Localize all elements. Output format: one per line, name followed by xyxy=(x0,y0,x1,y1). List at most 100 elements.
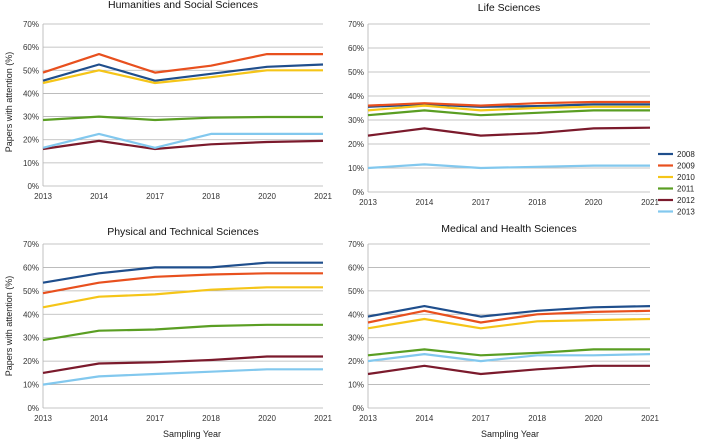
series-line-2012 xyxy=(367,126,651,137)
series-line-2010 xyxy=(367,104,650,112)
series-line-2013 xyxy=(42,368,323,386)
x-tick-label: 2017 xyxy=(472,414,490,423)
x-tick-label: 2014 xyxy=(90,414,108,423)
x-tick-label: 2020 xyxy=(585,198,603,207)
x-tick-label: 2018 xyxy=(202,414,220,423)
y-tick-label: 30% xyxy=(348,334,364,343)
y-tick-label: 0% xyxy=(27,404,39,413)
x-tick-label: 2017 xyxy=(146,192,164,201)
series-line-2008 xyxy=(367,103,650,108)
x-axis-label-left: Sampling Year xyxy=(163,429,221,439)
x-tick-label: 2020 xyxy=(585,414,603,423)
series-line-2010 xyxy=(367,317,651,330)
y-tick-label: 50% xyxy=(23,66,39,75)
y-tick-label: 50% xyxy=(348,68,364,77)
y-axis-label-top: Papers with attention (%) xyxy=(4,52,14,153)
y-tick-label: 60% xyxy=(23,263,39,272)
y-tick-label: 50% xyxy=(23,287,39,296)
x-tick-label: 2020 xyxy=(258,192,276,201)
x-tick-label: 2014 xyxy=(416,198,434,207)
y-tick-label: 40% xyxy=(23,89,39,98)
x-tick-label: 2018 xyxy=(528,414,546,423)
y-tick-label: 40% xyxy=(348,310,364,319)
x-tick-label: 2021 xyxy=(314,192,332,201)
legend: 2008 2009 2010 2011 2012 2013 xyxy=(658,150,695,217)
series-line-2009 xyxy=(367,100,650,107)
x-tick-label: 2013 xyxy=(359,414,377,423)
series-line-2013 xyxy=(42,132,323,149)
series-line-2008 xyxy=(42,63,324,82)
panel-0: Humanities and Social Sciences 0% 10% 20% 30… xyxy=(23,0,332,201)
x-tick-label: 2013 xyxy=(34,414,52,423)
y-tick-label: 70% xyxy=(23,20,39,29)
panel-title: Humanities and Social Sciences xyxy=(108,0,258,11)
x-tick-label: 2017 xyxy=(472,198,490,207)
series-line-2011 xyxy=(367,109,650,117)
y-tick-label: 40% xyxy=(23,310,39,319)
series-line-2012 xyxy=(42,355,323,374)
y-tick-label: 70% xyxy=(348,20,364,29)
panel-1: Life Sciences 0% 10% 20% 30% 40% 50% 60% 70% 2013… xyxy=(348,2,659,207)
y-tick-label: 20% xyxy=(23,357,39,366)
legend-label: 2009 xyxy=(677,162,695,171)
y-tick-label: 30% xyxy=(348,116,364,125)
series-line-2009 xyxy=(42,272,323,295)
y-tick-label: 20% xyxy=(348,140,364,149)
y-tick-label: 10% xyxy=(348,381,364,390)
panel-2: Physical and Technical Sciences 0% 10% 20% 3… xyxy=(23,226,332,423)
panel-title: Life Sciences xyxy=(478,2,540,14)
x-tick-label: 2014 xyxy=(416,414,434,423)
y-tick-label: 0% xyxy=(352,188,364,197)
series-line-2011 xyxy=(42,323,323,342)
y-tick-label: 10% xyxy=(348,164,364,173)
series-line-2011 xyxy=(367,348,650,357)
panel-title: Medical and Health Sciences xyxy=(441,223,576,235)
y-tick-label: 70% xyxy=(348,240,364,249)
y-tick-label: 20% xyxy=(23,136,39,145)
series-line-2013 xyxy=(367,353,651,363)
y-tick-label: 60% xyxy=(23,43,39,52)
y-tick-label: 30% xyxy=(23,113,39,122)
y-tick-label: 0% xyxy=(27,182,39,191)
x-tick-label: 2017 xyxy=(146,414,164,423)
x-tick-label: 2020 xyxy=(258,414,276,423)
series-line-2012 xyxy=(367,364,650,376)
y-tick-label: 60% xyxy=(348,44,364,53)
series-line-2012 xyxy=(42,139,324,151)
x-tick-label: 2013 xyxy=(34,192,52,201)
x-tick-label: 2014 xyxy=(90,192,108,201)
series-line-2008 xyxy=(367,305,651,318)
series-line-2011 xyxy=(42,115,323,122)
y-tick-label: 70% xyxy=(23,240,39,249)
x-tick-label: 2021 xyxy=(641,198,659,207)
y-tick-label: 10% xyxy=(23,159,39,168)
y-tick-label: 60% xyxy=(348,263,364,272)
x-tick-label: 2013 xyxy=(359,198,377,207)
x-tick-label: 2021 xyxy=(641,414,659,423)
legend-label: 2011 xyxy=(677,185,695,194)
legend-label: 2013 xyxy=(677,208,695,217)
series-line-2008 xyxy=(42,261,323,284)
panel-3: Medical and Health Sciences 0% 10% 20% 30% 40… xyxy=(348,223,659,423)
series-line-2009 xyxy=(42,52,323,74)
y-tick-label: 10% xyxy=(23,381,39,390)
series-line-2010 xyxy=(42,286,323,309)
y-tick-label: 50% xyxy=(348,287,364,296)
y-tick-label: 40% xyxy=(348,92,364,101)
y-tick-label: 30% xyxy=(23,334,39,343)
x-axis-label-right: Sampling Year xyxy=(481,429,539,439)
series-line-2013 xyxy=(367,163,650,170)
series-line-2010 xyxy=(42,69,323,85)
panels-layer: Humanities and Social Sciences 0% 10% 20% 30… xyxy=(23,0,659,423)
x-tick-label: 2018 xyxy=(202,192,220,201)
legend-label: 2008 xyxy=(677,150,695,159)
y-axis-label-bottom: Papers with attention (%) xyxy=(4,276,14,377)
series-line-2009 xyxy=(367,309,651,324)
y-tick-label: 0% xyxy=(352,404,364,413)
x-tick-label: 2018 xyxy=(528,198,546,207)
x-tick-label: 2021 xyxy=(314,414,332,423)
legend-label: 2012 xyxy=(677,196,695,205)
legend-label: 2010 xyxy=(677,173,695,182)
